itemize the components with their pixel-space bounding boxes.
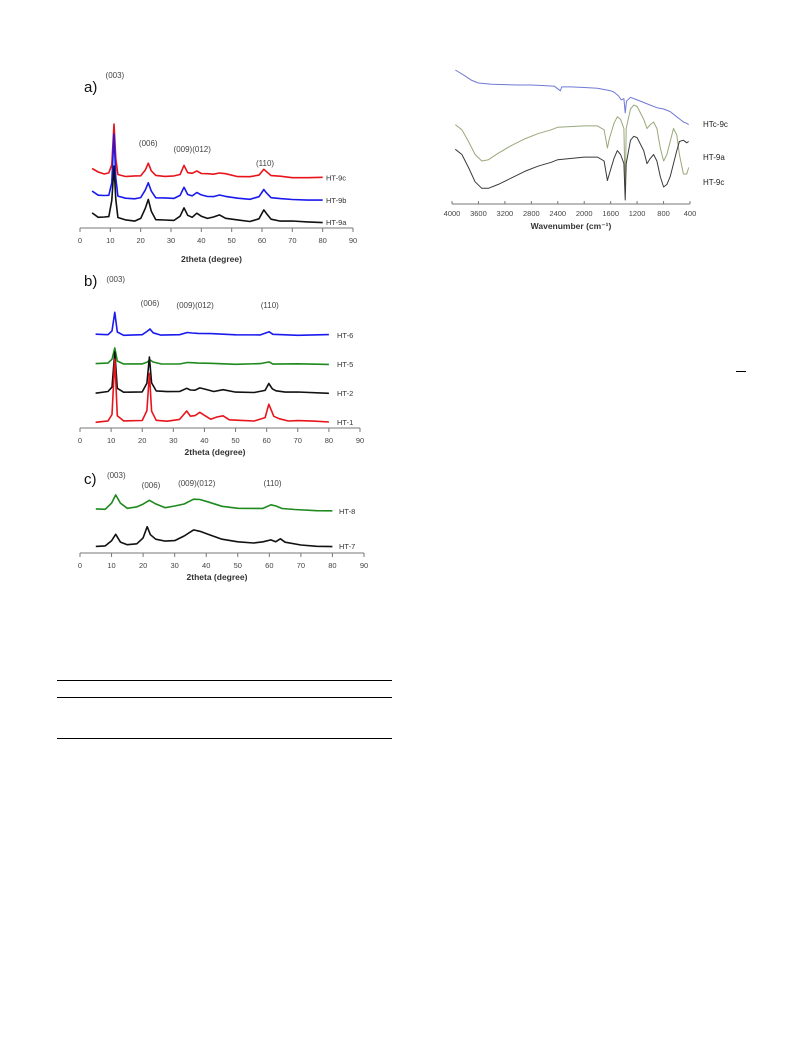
ftir-series-line-HT-9a bbox=[454, 104, 690, 194]
table-header-rule bbox=[57, 697, 392, 698]
ftir-x-tick-label: 3600 bbox=[470, 209, 487, 218]
series-label-HT-9a: HT-9a bbox=[326, 218, 347, 227]
ftir-series-line-HT-9c bbox=[454, 135, 689, 201]
series-label-HT-9c: HT-9c bbox=[326, 174, 346, 183]
series-line-HT-1 bbox=[95, 358, 329, 424]
series-label-HT-9b: HT-9b bbox=[326, 196, 346, 205]
peak-label: (009)(012) bbox=[174, 145, 212, 154]
stray-dash-mark bbox=[736, 371, 746, 372]
series-label-HT-2: HT-2 bbox=[337, 389, 353, 398]
x-tick-label: 0 bbox=[78, 561, 82, 570]
series-line-HT-7 bbox=[95, 525, 333, 548]
x-axis-title: 2theta (degree) bbox=[185, 447, 246, 457]
x-tick-label: 40 bbox=[202, 561, 210, 570]
x-tick-label: 30 bbox=[167, 236, 175, 245]
peak-label: (003) bbox=[106, 275, 125, 284]
ftir-x-tick-label: 2000 bbox=[576, 209, 593, 218]
x-tick-label: 70 bbox=[294, 436, 302, 445]
ftir-x-tick-label: 1200 bbox=[629, 209, 646, 218]
ftir-x-axis-title: Wavenumber (cm⁻¹) bbox=[531, 221, 612, 231]
x-tick-label: 70 bbox=[288, 236, 296, 245]
peak-label: (006) bbox=[142, 481, 161, 490]
x-tick-label: 10 bbox=[106, 236, 114, 245]
table-bottom-rule bbox=[57, 738, 392, 739]
series-line-HT-9a bbox=[91, 165, 323, 224]
peak-label: (110) bbox=[261, 301, 279, 310]
series-line-HT-8 bbox=[95, 494, 333, 512]
ftir-series-label-HTc-9c: HTc-9c bbox=[703, 120, 728, 129]
x-tick-label: 30 bbox=[169, 436, 177, 445]
ftir-x-tick-label: 1600 bbox=[602, 209, 619, 218]
x-tick-label: 80 bbox=[328, 561, 336, 570]
x-tick-label: 0 bbox=[78, 436, 82, 445]
x-tick-label: 50 bbox=[231, 436, 239, 445]
table-top-rule bbox=[57, 680, 392, 681]
ftir-x-tick-label: 400 bbox=[684, 209, 697, 218]
ftir-x-tick-label: 800 bbox=[657, 209, 670, 218]
series-label-HT-1: HT-1 bbox=[337, 418, 353, 427]
x-tick-label: 80 bbox=[318, 236, 326, 245]
series-line-HT-9b bbox=[91, 133, 323, 201]
peak-label: (006) bbox=[139, 139, 158, 148]
x-tick-label: 20 bbox=[138, 436, 146, 445]
x-tick-label: 20 bbox=[139, 561, 147, 570]
ftir-series-line-HTc-9c bbox=[455, 69, 689, 126]
x-axis-title: 2theta (degree) bbox=[187, 572, 248, 582]
peak-label: (003) bbox=[106, 71, 125, 80]
series-line-HT-2 bbox=[95, 351, 329, 395]
x-tick-label: 70 bbox=[297, 561, 305, 570]
peak-label: (110) bbox=[256, 159, 274, 168]
series-label-HT-5: HT-5 bbox=[337, 360, 353, 369]
panel-label: c) bbox=[84, 471, 97, 488]
series-label-HT-8: HT-8 bbox=[339, 507, 355, 516]
x-tick-label: 20 bbox=[136, 236, 144, 245]
x-tick-label: 30 bbox=[170, 561, 178, 570]
panel-label: b) bbox=[84, 273, 97, 290]
x-tick-label: 10 bbox=[107, 436, 115, 445]
ftir-series-label-HT-9a: HT-9a bbox=[703, 153, 725, 162]
ftir-x-tick-label: 2400 bbox=[549, 209, 566, 218]
peak-label: (003) bbox=[107, 471, 126, 480]
peak-label: (009)(012) bbox=[176, 301, 214, 310]
series-line-HT-6 bbox=[95, 311, 329, 337]
x-tick-label: 90 bbox=[360, 561, 368, 570]
x-tick-label: 60 bbox=[265, 561, 273, 570]
peak-label: (009)(012) bbox=[178, 479, 216, 488]
x-tick-label: 80 bbox=[325, 436, 333, 445]
ftir-x-tick-label: 2800 bbox=[523, 209, 540, 218]
x-tick-label: 10 bbox=[107, 561, 115, 570]
series-label-HT-7: HT-7 bbox=[339, 542, 355, 551]
panel-label: a) bbox=[84, 79, 97, 96]
x-tick-label: 90 bbox=[349, 236, 357, 245]
x-tick-label: 40 bbox=[200, 436, 208, 445]
x-tick-label: 60 bbox=[262, 436, 270, 445]
x-tick-label: 0 bbox=[78, 236, 82, 245]
ftir-x-tick-label: 3200 bbox=[497, 209, 514, 218]
x-tick-label: 50 bbox=[227, 236, 235, 245]
series-line-HT-5 bbox=[95, 347, 329, 366]
x-tick-label: 60 bbox=[258, 236, 266, 245]
ftir-series-label-HT-9c: HT-9c bbox=[703, 178, 724, 187]
x-axis-title: 2theta (degree) bbox=[181, 254, 242, 264]
x-tick-label: 90 bbox=[356, 436, 364, 445]
series-line-HT-9c bbox=[91, 123, 323, 179]
peak-label: (110) bbox=[263, 479, 281, 488]
peak-label: (006) bbox=[141, 299, 160, 308]
ftir-x-tick-label: 4000 bbox=[444, 209, 461, 218]
series-label-HT-6: HT-6 bbox=[337, 331, 353, 340]
x-tick-label: 50 bbox=[234, 561, 242, 570]
x-tick-label: 40 bbox=[197, 236, 205, 245]
